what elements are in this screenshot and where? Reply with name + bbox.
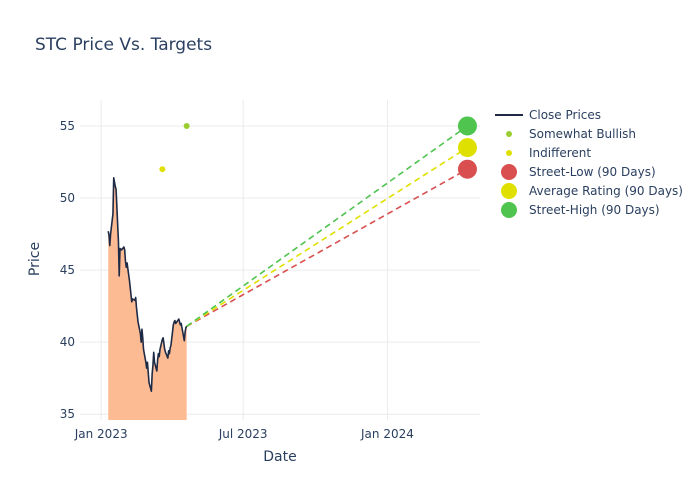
somewhat-bullish-point xyxy=(183,122,190,129)
y-tick-label: 50 xyxy=(60,191,75,205)
y-tick-label: 40 xyxy=(60,335,75,349)
street-low-days-marker xyxy=(457,159,477,179)
legend-swatch-marker xyxy=(501,183,517,199)
street-low-days-line xyxy=(186,168,468,328)
indifferent-point xyxy=(159,166,166,173)
legend-swatch-dot xyxy=(506,131,512,137)
legend-label: Indifferent xyxy=(529,146,591,160)
legend-label: Somewhat Bullish xyxy=(529,127,636,141)
close-price-fill xyxy=(108,177,187,420)
legend-label: Street-Low (90 Days) xyxy=(529,165,656,179)
close-price-area xyxy=(108,177,187,420)
legend-swatch-marker xyxy=(501,164,517,180)
legend-swatch-dot xyxy=(506,150,512,156)
x-tick-label: Jul 2023 xyxy=(218,427,268,441)
legend-label: Street-High (90 Days) xyxy=(529,203,660,217)
legend-swatch-marker xyxy=(501,202,517,218)
y-axis-title: Price xyxy=(27,242,43,276)
legend: Close Prices Somewhat Bullish Indifferent S… xyxy=(495,108,683,218)
street-high-days-marker xyxy=(457,116,477,136)
x-tick-label: Jan 2024 xyxy=(360,427,414,441)
axis-ticks: 35 40 45 50 55 Jan 2023 Jul 2023 Jan 2024 xyxy=(60,119,414,441)
y-tick-label: 55 xyxy=(60,119,75,133)
y-tick-label: 35 xyxy=(60,407,75,421)
rating-points xyxy=(159,116,477,179)
average-rating-days-marker xyxy=(457,138,477,158)
close-price-path xyxy=(107,177,188,392)
target-lines xyxy=(186,125,468,328)
x-axis-title: Date xyxy=(263,449,296,465)
average-rating-days-line xyxy=(186,146,468,327)
chart-title: STC Price Vs. Targets xyxy=(35,35,212,55)
y-tick-label: 45 xyxy=(60,263,75,277)
street-high-days-line xyxy=(186,125,468,327)
legend-label: Close Prices xyxy=(529,108,601,122)
close-price-line xyxy=(107,177,188,392)
grid xyxy=(80,100,480,420)
x-tick-label: Jan 2023 xyxy=(74,427,128,441)
legend-label: Average Rating (90 Days) xyxy=(529,184,683,198)
